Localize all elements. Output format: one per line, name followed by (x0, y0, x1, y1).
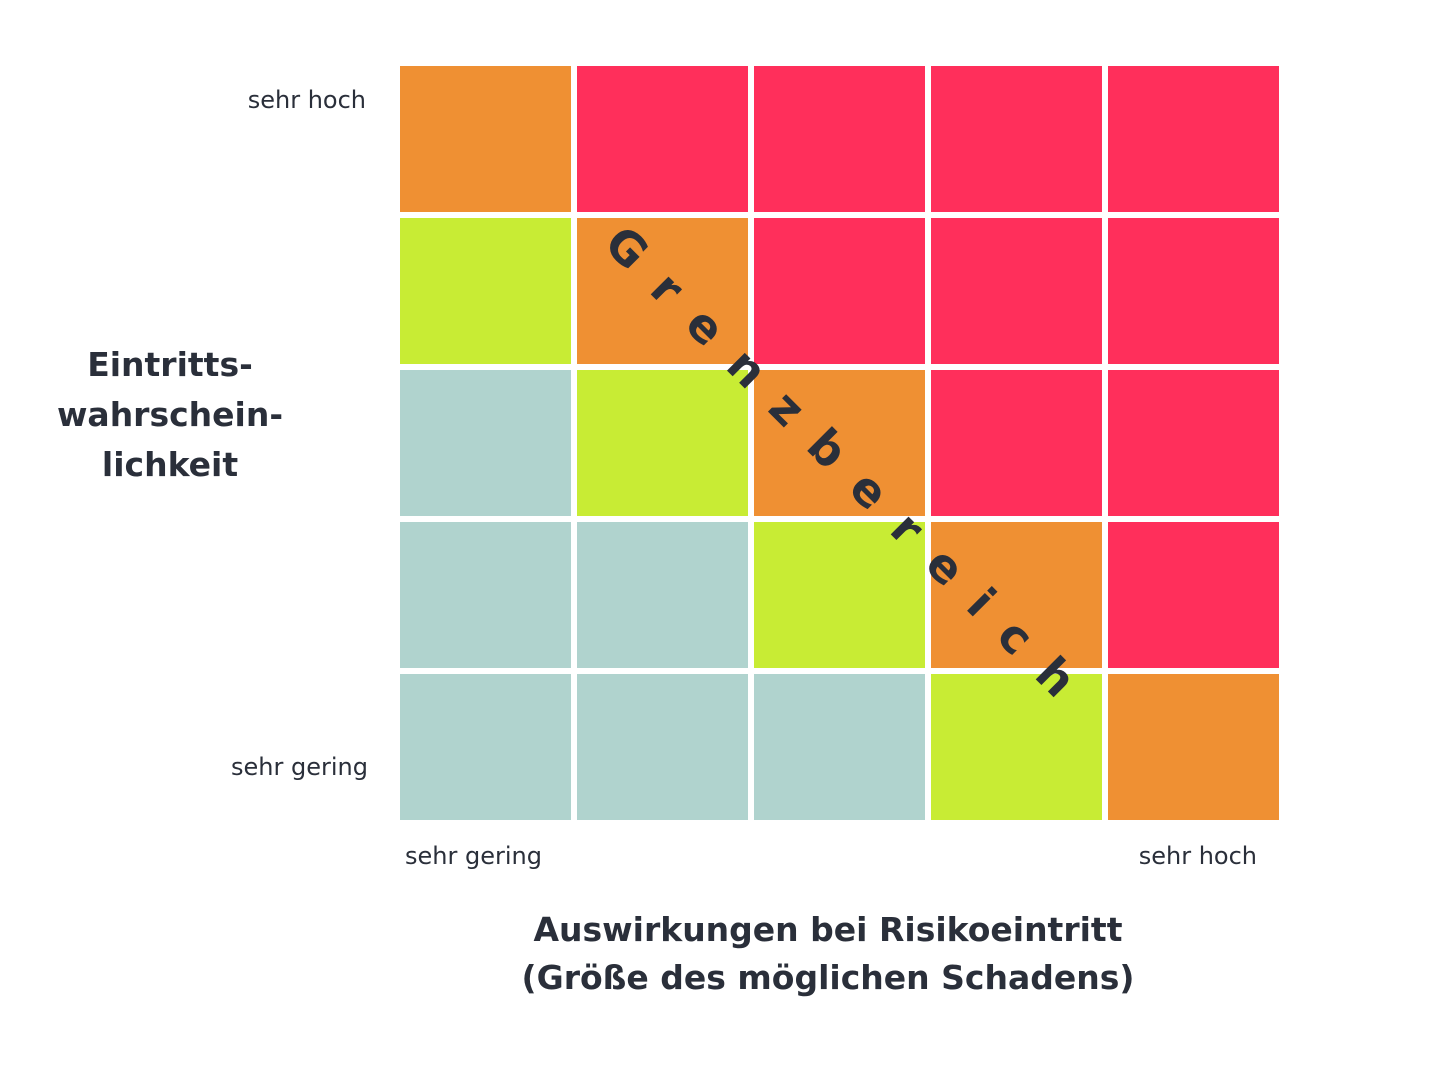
matrix-cell-border (1108, 674, 1279, 820)
matrix-cell-high (577, 66, 748, 212)
matrix-cell-border (400, 66, 571, 212)
matrix-cell-high (754, 66, 925, 212)
matrix-cell-border (931, 522, 1102, 668)
matrix-cell-high (931, 66, 1102, 212)
x-axis-tick-low: sehr gering (405, 842, 542, 870)
matrix-cell-low (754, 674, 925, 820)
matrix-cell-moderate (400, 218, 571, 364)
matrix-cell-high (1108, 522, 1279, 668)
matrix-cell-high (931, 370, 1102, 516)
matrix-cell-moderate (754, 522, 925, 668)
matrix-cell-high (1108, 370, 1279, 516)
matrix-cell-moderate (577, 370, 748, 516)
y-axis-title-line-2: wahrschein- (56, 395, 284, 434)
y-axis-title-line-1: Eintritts- (87, 345, 253, 384)
x-axis-tick-high: sehr hoch (1138, 842, 1257, 870)
y-axis-title: Eintritts- wahrschein- lichkeit (40, 340, 300, 490)
matrix-cell-high (1108, 66, 1279, 212)
matrix-cell-low (577, 674, 748, 820)
matrix-cell-low (400, 522, 571, 668)
matrix-cell-high (754, 218, 925, 364)
y-axis-title-line-3: lichkeit (101, 445, 239, 484)
x-axis-title-line-1: Auswirkungen bei Risikoeintritt (533, 910, 1123, 949)
risk-matrix (398, 64, 1279, 821)
matrix-cell-border (754, 370, 925, 516)
x-axis-title-line-2: (Größe des möglichen Schadens) (521, 958, 1135, 997)
matrix-cell-low (400, 370, 571, 516)
matrix-cell-low (577, 522, 748, 668)
y-axis-tick-high: sehr hoch (247, 86, 366, 114)
y-axis-tick-low: sehr gering (231, 753, 368, 781)
matrix-cell-low (400, 674, 571, 820)
x-axis-title: Auswirkungen bei Risikoeintritt (Größe d… (478, 906, 1178, 1002)
matrix-cell-moderate (931, 674, 1102, 820)
matrix-cell-high (931, 218, 1102, 364)
matrix-cell-border (577, 218, 748, 364)
matrix-cell-high (1108, 218, 1279, 364)
